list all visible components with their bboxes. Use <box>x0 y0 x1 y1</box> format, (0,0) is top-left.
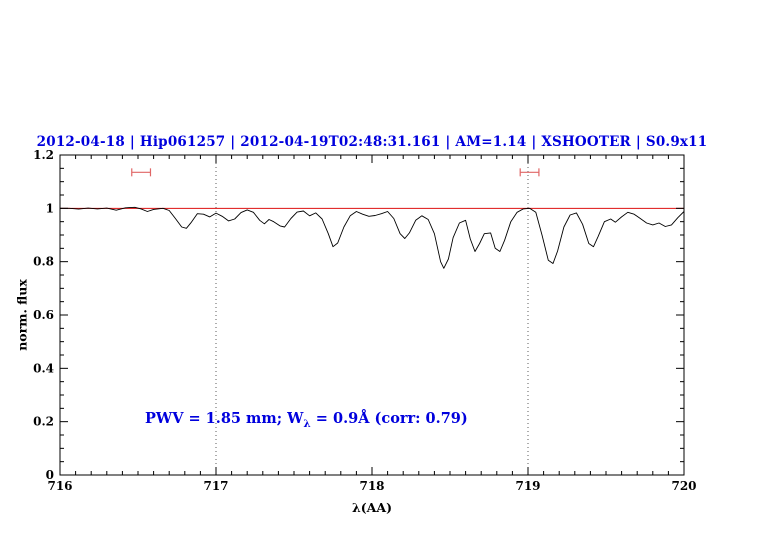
pwv-annotation-suffix: = 0.9Å (corr: 0.79) <box>310 410 468 427</box>
x-tick-label: 718 <box>359 479 384 493</box>
y-tick-label: 1 <box>46 201 54 215</box>
pwv-annotation: PWV = 1.85 mm; Wλ = 0.9Å (corr: 0.79) <box>145 410 468 430</box>
x-tick-label: 719 <box>515 479 540 493</box>
pwv-annotation-sub: λ <box>303 417 311 430</box>
x-axis-title: λ(AA) <box>352 500 392 515</box>
y-tick-label: 0.6 <box>33 308 54 322</box>
plot-title: 2012-04-18 | Hip061257 | 2012-04-19T02:4… <box>36 134 708 150</box>
pwv-annotation-prefix: PWV = 1.85 mm; W <box>145 410 304 427</box>
y-tick-label: 0.4 <box>33 361 54 375</box>
y-tick-label: 0 <box>46 468 54 482</box>
spectrum-line <box>60 206 685 269</box>
x-tick-label: 716 <box>47 479 72 493</box>
y-tick-label: 0.8 <box>33 255 54 269</box>
y-axis-title: norm. flux <box>14 279 30 351</box>
y-tick-label: 1.2 <box>33 148 54 162</box>
y-tick-label: 0.2 <box>33 415 54 429</box>
x-tick-label: 717 <box>203 479 228 493</box>
x-tick-label: 720 <box>671 479 696 493</box>
